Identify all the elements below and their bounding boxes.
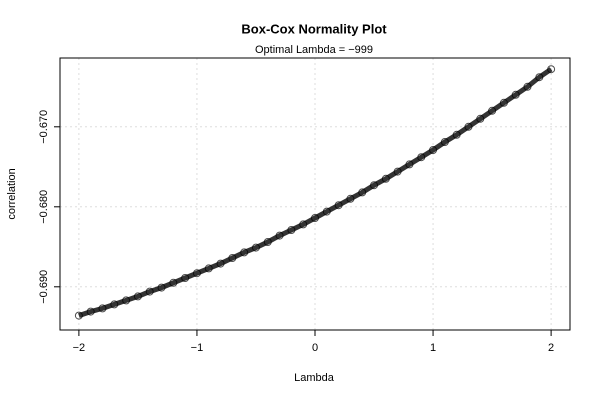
y-tick-label: −0.670: [38, 110, 50, 144]
chart-title: Box-Cox Normality Plot: [241, 21, 387, 36]
point: [263, 238, 272, 246]
point: [346, 194, 355, 203]
x-tick-label: −1: [191, 342, 204, 354]
point: [429, 146, 438, 154]
x-tick-label: 1: [430, 342, 436, 354]
point: [476, 114, 485, 123]
x-axis-label: Lambda: [294, 372, 335, 384]
point: [417, 153, 426, 162]
point: [251, 243, 260, 252]
point: [358, 188, 367, 197]
point: [145, 287, 154, 296]
point: [488, 106, 497, 115]
point: [440, 138, 449, 146]
point: [299, 220, 308, 229]
point: [110, 300, 119, 309]
y-axis-label: correlation: [6, 168, 18, 219]
point: [464, 122, 473, 131]
point: [86, 307, 95, 316]
point: [511, 90, 520, 99]
point: [157, 283, 166, 292]
point: [98, 304, 107, 313]
point: [311, 214, 319, 222]
point: [523, 82, 532, 91]
point: [240, 248, 249, 257]
point: [334, 201, 343, 210]
x-tick-label: 2: [548, 342, 554, 354]
point: [216, 259, 225, 268]
point: [322, 207, 331, 216]
point: [133, 292, 142, 301]
x-tick-label: 0: [312, 342, 318, 354]
plot-frame: [59, 57, 571, 331]
point: [122, 296, 131, 305]
point: [275, 231, 284, 240]
point: [204, 264, 213, 273]
point: [499, 98, 508, 107]
point: [169, 278, 178, 287]
point: [393, 167, 402, 176]
y-tick-label: −0.680: [38, 190, 50, 224]
point: [228, 254, 237, 262]
point: [381, 174, 390, 183]
y-tick-label: −0.690: [38, 270, 50, 304]
point: [370, 181, 379, 190]
point: [547, 65, 556, 74]
point: [452, 130, 461, 139]
point: [181, 274, 190, 282]
point: [405, 160, 414, 169]
point: [192, 269, 201, 278]
point: [535, 73, 544, 82]
chart-subtitle: Optimal Lambda = −999: [255, 44, 373, 56]
x-tick-label: −2: [73, 342, 86, 354]
point: [74, 311, 83, 320]
point: [287, 226, 296, 234]
curve: [78, 67, 553, 318]
